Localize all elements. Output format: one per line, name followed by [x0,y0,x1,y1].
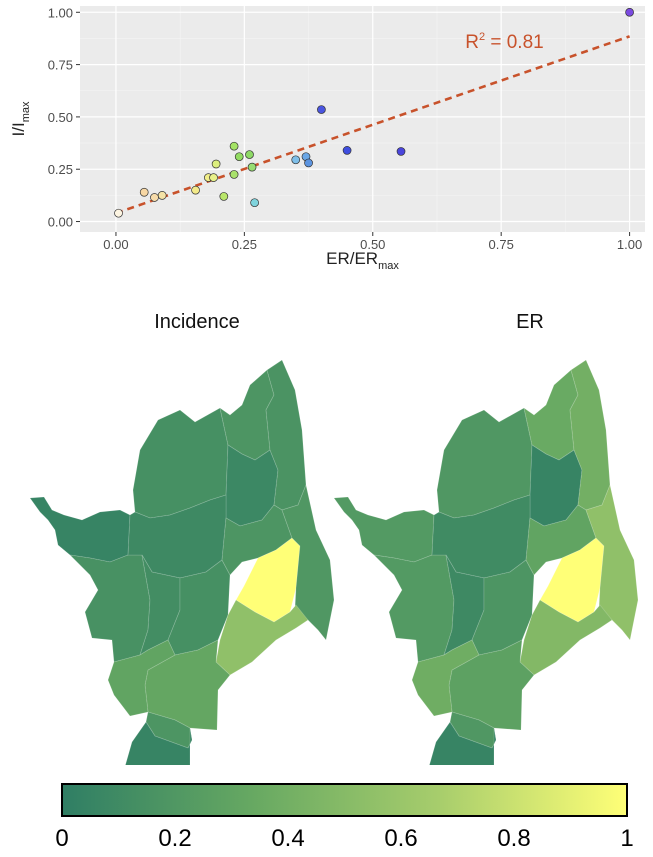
data-point [342,146,352,155]
data-point [219,192,229,201]
y-tick-label: 0.00 [48,215,73,230]
data-point [625,7,634,17]
data-point [234,152,244,162]
map-incidence [29,359,335,807]
data-point [229,141,239,151]
data-point [157,191,167,200]
data-point [250,198,259,208]
map-region-west [68,554,151,663]
data-point [139,187,149,197]
y-axis-label: I/Imax [9,101,32,136]
y-tick-label: 0.50 [48,110,73,125]
map-region-east [585,483,639,641]
data-point [150,193,159,202]
data-point [211,159,221,169]
y-tick-label: 0.25 [48,162,73,177]
map-region-southeast-band [519,599,613,676]
map-region-southwest [107,639,176,717]
map-title: Incidence [154,311,240,333]
map-region-southeast-band [215,599,309,676]
colorbar-tick-label: 0 [55,825,68,852]
data-point [245,150,254,159]
x-tick-label: 1.00 [617,237,642,252]
regression-line [115,35,631,215]
data-point [291,155,301,165]
data-point [209,173,218,182]
x-tick-label: 0.75 [489,237,514,252]
r-squared-label: R2 = 0.81 [465,31,544,53]
colorbar-tick-label: 0.2 [158,825,191,852]
scatter-chart: 0.00 0.25 0.50 0.75 1.00 0.00 0.25 0.50 0.75 1.00… [0,0,653,280]
scatter-plot-svg: 0.00 0.25 0.50 0.75 1.00 0.00 0.25 0.50 0.75 1.00… [9,5,645,272]
x-tick-label: 0.50 [360,237,385,252]
x-tick-label: 0.00 [103,237,128,252]
colorbar-tick-label: 0.6 [384,825,417,852]
colorbar-tick-label: 1 [620,825,633,852]
map-region-northwest-arm [333,496,435,563]
data-point [229,170,239,179]
map-title: ER [516,311,544,333]
colorbar: 0 0.2 0.4 0.6 0.8 1 [0,770,653,852]
map-region-west [372,554,455,663]
y-tick-label: 0.75 [48,58,73,73]
data-point [191,185,200,195]
colorbar-tick-label: 0.8 [497,825,530,852]
map-region-east [281,483,335,641]
y-tick-label: 1.00 [48,5,73,20]
choropleth-maps: Incidence ER [0,295,653,807]
map-region-southwest [411,639,480,717]
data-point [317,105,326,114]
x-tick-label: 0.25 [232,237,257,252]
colorbar-bar [61,783,628,817]
data-point [114,208,123,218]
x-axis-label: ER/ERmax [326,249,399,272]
colorbar-tick-label: 0.4 [271,825,304,852]
data-point [396,147,406,156]
map-region-northwest-arm [29,496,131,563]
data-point [247,162,257,172]
colorbar-svg: 0 0.2 0.4 0.6 0.8 1 [55,783,634,852]
data-point [304,158,313,168]
map-er [333,359,639,807]
maps-svg: Incidence ER [29,311,639,807]
